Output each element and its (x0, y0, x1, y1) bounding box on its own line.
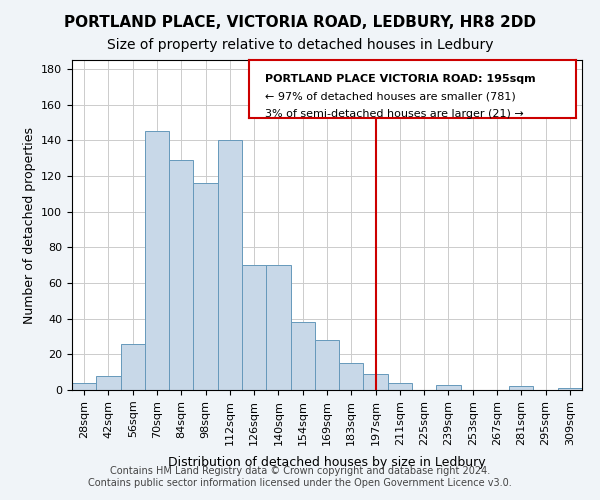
Bar (436, 384, 461, 390)
Bar (169, 160, 193, 390)
Bar (388, 383, 412, 390)
Bar (266, 265, 290, 390)
Y-axis label: Number of detached properties: Number of detached properties (23, 126, 35, 324)
Bar (364, 374, 388, 390)
Text: PORTLAND PLACE VICTORIA ROAD: 195sqm: PORTLAND PLACE VICTORIA ROAD: 195sqm (265, 74, 536, 85)
Text: PORTLAND PLACE, VICTORIA ROAD, LEDBURY, HR8 2DD: PORTLAND PLACE, VICTORIA ROAD, LEDBURY, … (64, 15, 536, 30)
Bar (242, 265, 266, 390)
Bar (193, 183, 218, 390)
Bar (96, 376, 121, 390)
Bar (121, 344, 145, 390)
Bar (145, 132, 169, 390)
Bar (72, 383, 96, 390)
Bar (315, 340, 339, 390)
Text: 3% of semi-detached houses are larger (21) →: 3% of semi-detached houses are larger (2… (265, 109, 524, 119)
Text: Contains HM Land Registry data © Crown copyright and database right 2024.
Contai: Contains HM Land Registry data © Crown c… (88, 466, 512, 487)
Bar (558, 388, 582, 390)
Text: ← 97% of detached houses are smaller (781): ← 97% of detached houses are smaller (78… (265, 92, 516, 102)
Bar (509, 386, 533, 390)
Text: Size of property relative to detached houses in Ledbury: Size of property relative to detached ho… (107, 38, 493, 52)
Bar (290, 322, 315, 390)
Bar (339, 363, 364, 390)
Bar (218, 140, 242, 390)
X-axis label: Distribution of detached houses by size in Ledbury: Distribution of detached houses by size … (168, 456, 486, 469)
